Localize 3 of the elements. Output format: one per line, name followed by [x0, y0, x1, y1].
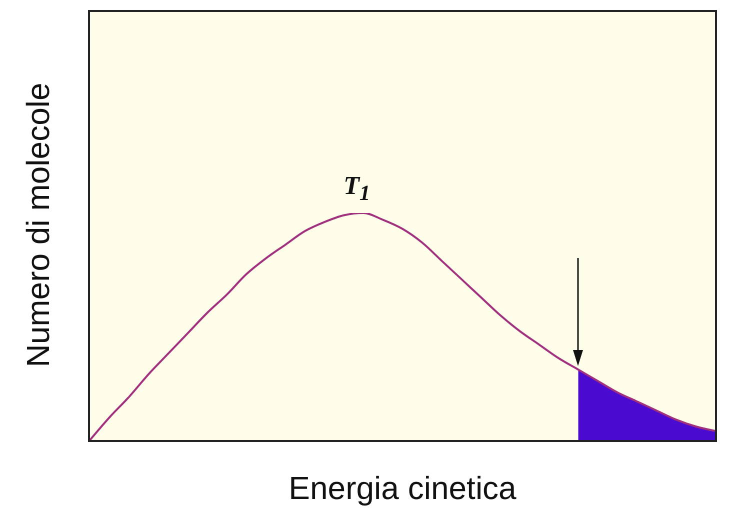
x-axis-title: Energia cinetica — [288, 470, 518, 507]
y-axis-title: Numero di molecole — [20, 82, 57, 368]
text: T$_{1}$ — [343, 171, 370, 206]
